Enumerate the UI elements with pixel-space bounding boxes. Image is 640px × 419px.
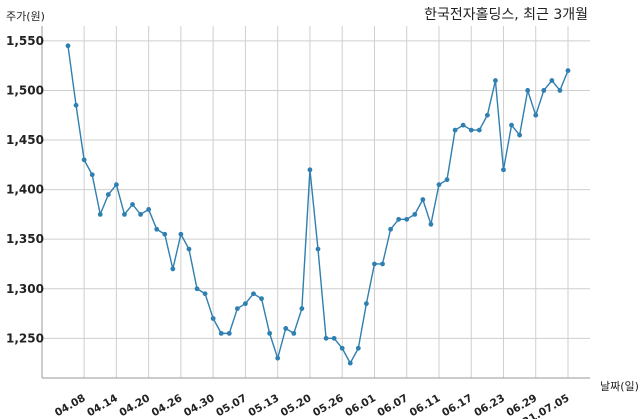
data-point: [412, 211, 418, 217]
data-point: [162, 231, 168, 237]
data-point: [130, 202, 135, 207]
x-tick-label: 04.14: [85, 392, 120, 419]
data-point: [372, 261, 377, 267]
data-point: [259, 296, 264, 302]
y-tick-labels: 1,550 1,500 1,450 1,400 1,350 1,300 1,250: [6, 34, 44, 345]
data-point: [307, 167, 313, 173]
data-point: [517, 132, 523, 138]
data-point: [186, 246, 192, 252]
data-point: [283, 326, 289, 331]
y-tick-label: 1,450: [6, 133, 44, 147]
data-point: [533, 112, 539, 118]
series: [65, 43, 571, 366]
y-tick-label: 1,400: [6, 183, 44, 197]
data-point: [493, 78, 498, 83]
y-tick-label: 1,500: [6, 83, 44, 97]
data-point: [275, 355, 281, 361]
data-point: [388, 226, 393, 232]
data-point: [549, 78, 555, 83]
x-tick-labels: 04.0804.1404.2004.2604.3005.0705.1305.20…: [53, 392, 572, 419]
data-point: [323, 335, 329, 341]
data-point: [178, 231, 184, 237]
data-point: [460, 122, 466, 128]
data-point: [355, 345, 361, 351]
data-point: [420, 197, 426, 202]
data-point: [113, 182, 119, 188]
data-point: [363, 301, 369, 307]
x-tick-label: 04.20: [117, 392, 152, 419]
x-axis-label: 날짜(일): [600, 379, 639, 393]
data-point: [154, 226, 160, 232]
data-point: [226, 330, 232, 336]
data-point: [347, 360, 353, 366]
data-point: [291, 330, 297, 336]
x-tick-label: 04.26: [150, 392, 185, 419]
data-point: [331, 335, 337, 341]
data-point: [234, 306, 240, 311]
data-point: [484, 112, 490, 118]
data-point: [428, 221, 434, 227]
data-point: [380, 261, 385, 267]
chart-title: 한국전자홀딩스, 최근 3개월: [424, 7, 588, 23]
data-point: [146, 207, 152, 212]
data-point: [170, 266, 176, 272]
data-point: [97, 211, 103, 217]
data-point: [557, 88, 563, 93]
y-axis-label: 주가(원): [6, 10, 45, 23]
data-point: [299, 306, 305, 311]
data-point: [501, 167, 506, 173]
data-point: [243, 301, 248, 307]
data-point: [565, 68, 571, 74]
y-tick-label: 1,350: [6, 232, 44, 246]
data-point: [105, 192, 111, 197]
data-point: [541, 88, 547, 93]
x-tick-label: 04.30: [182, 392, 217, 419]
data-point: [315, 246, 321, 252]
x-tick-label: 05.13: [246, 392, 281, 419]
x-tick-label: 05.20: [279, 392, 314, 419]
data-point: [81, 157, 87, 163]
x-tick-label: 06.07: [375, 392, 410, 419]
series-line: [67, 45, 569, 365]
x-tick-label: 06.23: [472, 392, 507, 419]
x-tick-label: 04.08: [53, 392, 88, 419]
data-point: [89, 172, 95, 178]
data-point: [404, 216, 410, 222]
y-tick-label: 1,250: [6, 331, 44, 345]
data-point: [468, 127, 474, 133]
data-point: [436, 182, 442, 188]
data-point: [452, 127, 458, 133]
data-point: [202, 291, 208, 297]
data-point: [251, 291, 256, 297]
data-point: [122, 211, 127, 217]
data-point: [476, 127, 482, 133]
data-point: [339, 345, 345, 351]
x-tick-label: 06.01: [343, 392, 378, 419]
x-tick-label: 06.17: [440, 392, 475, 419]
data-point: [73, 102, 79, 108]
axes: [41, 26, 590, 379]
data-point: [210, 316, 216, 321]
data-point: [65, 43, 71, 49]
data-point: [138, 211, 143, 217]
data-point: [525, 88, 531, 93]
grid: [42, 26, 590, 378]
data-point: [396, 216, 402, 222]
data-point: [509, 122, 514, 128]
x-tick-label: 06.11: [408, 392, 443, 419]
y-tick-label: 1,550: [6, 34, 44, 48]
data-point: [444, 177, 450, 183]
x-tick-label: 05.07: [214, 392, 249, 419]
x-tick-label: 05.26: [311, 392, 346, 419]
y-tick-label: 1,300: [6, 282, 44, 296]
data-point: [267, 330, 273, 336]
data-point: [194, 286, 200, 292]
data-point: [218, 330, 224, 336]
